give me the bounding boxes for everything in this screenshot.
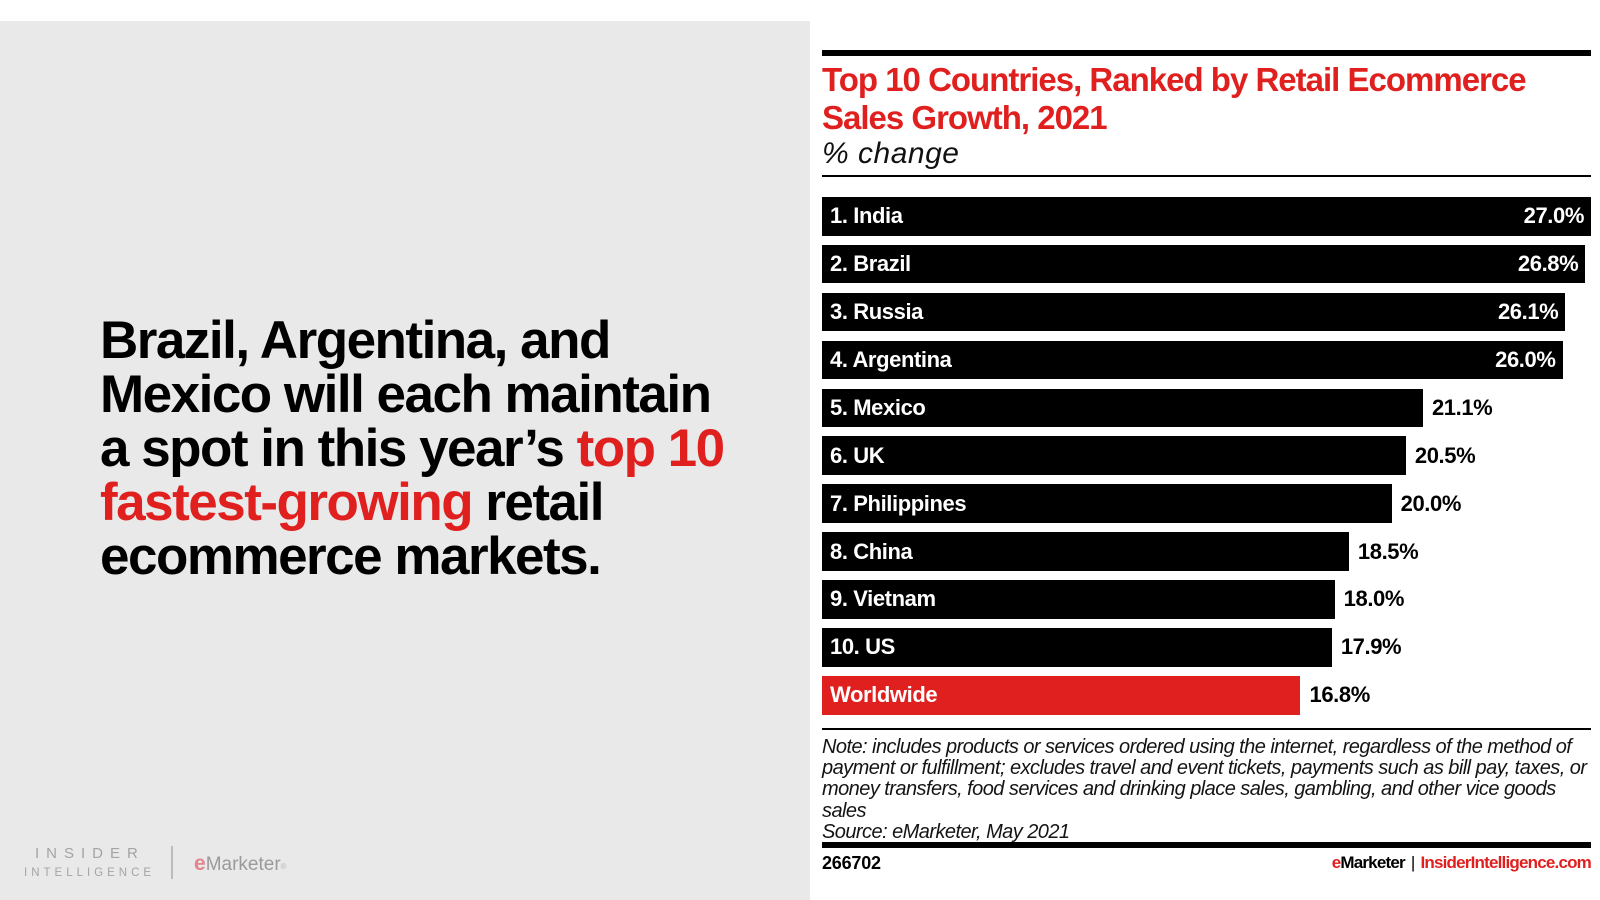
- bar-row: 4. Argentina 26.0%: [822, 340, 1591, 380]
- bar-row: 18.0% 9. Vietnam: [822, 580, 1591, 619]
- bar-row: 1. India 27.0%: [822, 197, 1591, 236]
- emarketer-logo-rest: Marketer: [205, 854, 281, 875]
- bar-row: 18.5% 8. China: [822, 532, 1591, 571]
- bar-value-label: 18.5%: [1357, 538, 1419, 564]
- source-line: Source: eMarketer, May 2021: [822, 820, 1070, 843]
- headline-segment: Mexico will each maintain: [100, 365, 712, 424]
- bar-value-label: 26.0%: [1495, 346, 1556, 372]
- logo-divider: [171, 846, 173, 879]
- bar: 9. Vietnam: [822, 580, 1335, 619]
- chart-top-rule: [822, 50, 1591, 56]
- bar-row: 2. Brazil 26.8%: [822, 244, 1591, 284]
- bar: 1. India 27.0%: [822, 197, 1591, 236]
- bar-category-label: 4. Argentina: [830, 346, 952, 372]
- bar-value-label: 20.0%: [1400, 490, 1462, 516]
- bar-category-label: 3. Russia: [830, 299, 924, 325]
- bar: 2. Brazil 26.8%: [822, 244, 1586, 284]
- emarketer-logo-e: e: [194, 852, 206, 875]
- bar-category-label: 2. Brazil: [830, 251, 911, 277]
- headline-segment-red: fastest-growing: [100, 473, 474, 532]
- footer-rule: [822, 842, 1591, 848]
- bar: 5. Mexico: [822, 388, 1423, 428]
- left-panel: Brazil, Argentina, and Mexico will each m…: [0, 21, 810, 900]
- bar: 3. Russia 26.1%: [822, 292, 1566, 332]
- bar-value-label: 27.0%: [1523, 203, 1585, 229]
- chart-title-line1: Top 10 Countries, Ranked by Retail Ecomm…: [822, 61, 1527, 98]
- headline-segment: ecommerce markets.: [100, 527, 602, 586]
- bar: 8. China: [822, 532, 1349, 571]
- bar-category-label: 9. Vietnam: [830, 586, 936, 612]
- bar-value-label: 21.1%: [1431, 394, 1493, 420]
- bar: Worldwide: [822, 675, 1301, 715]
- chart-subtitle: % change: [822, 137, 960, 170]
- bar-row: 16.8% Worldwide: [822, 675, 1591, 715]
- chart-title-line2: Sales Growth, 2021: [822, 99, 1108, 136]
- registered-mark: ®: [280, 862, 287, 871]
- bar-value-label: 26.1%: [1497, 299, 1559, 325]
- headline-segment-red: top 10: [576, 419, 726, 478]
- headline-segment: a spot in this year’s: [100, 419, 577, 478]
- bar-row: 20.5% 6. UK: [822, 436, 1591, 476]
- bar: 6. UK: [822, 436, 1406, 476]
- headline-line: a spot in this year’s top 10: [100, 422, 790, 476]
- bar-row: 20.0% 7. Philippines: [822, 484, 1591, 523]
- bar-category-label: 7. Philippines: [830, 490, 967, 516]
- note-divider-rule: [822, 728, 1591, 730]
- bar-value-label: 26.8%: [1517, 251, 1579, 277]
- bar-value-label: 20.5%: [1414, 442, 1476, 468]
- note-line: payment or fulfillment; excludes travel …: [822, 757, 1587, 780]
- bar-row: 21.1% 5. Mexico: [822, 388, 1591, 428]
- insider-logo-line1: INSIDER: [35, 845, 145, 862]
- chart-title: Top 10 Countries, Ranked by Retail Ecomm…: [822, 61, 1527, 137]
- note-line: Note: includes products or services orde…: [822, 736, 1572, 758]
- bar-category-label: Worldwide: [830, 682, 938, 708]
- headline: Brazil, Argentina, and Mexico will each m…: [100, 314, 790, 584]
- footer-emarketer-e: e: [1331, 853, 1341, 872]
- emarketer-logo: eMarketer®: [194, 852, 287, 876]
- bar-value-label: 18.0%: [1343, 586, 1405, 612]
- headline-line: Mexico will each maintain: [100, 368, 790, 422]
- bar-category-label: 5. Mexico: [830, 394, 926, 420]
- bar-category-label: 1. India: [830, 203, 903, 229]
- bar-row: 3. Russia 26.1%: [822, 292, 1591, 332]
- bar-category-label: 6. UK: [830, 442, 885, 468]
- insider-logo-line2: INTELLIGENCE: [24, 867, 156, 879]
- bar-category-label: 8. China: [830, 538, 913, 564]
- chart-note: Note: includes products or services orde…: [822, 736, 1587, 843]
- bar: 7. Philippines: [822, 484, 1392, 523]
- headline-line: Brazil, Argentina, and: [100, 314, 790, 368]
- headline-segment: retail: [472, 473, 604, 532]
- bar-value-label: 17.9%: [1340, 634, 1402, 660]
- footer-separator: |: [1410, 853, 1415, 872]
- chart-id: 266702: [822, 853, 881, 873]
- bar-value-label: 16.8%: [1309, 682, 1370, 708]
- note-line: sales: [822, 799, 867, 822]
- bar: 10. US: [822, 628, 1332, 667]
- footer-site-link: InsiderIntelligence.com: [1420, 853, 1591, 872]
- bar: 4. Argentina 26.0%: [822, 340, 1563, 380]
- headline-line: fastest-growing retail: [100, 476, 790, 530]
- headline-line: ecommerce markets.: [100, 530, 790, 584]
- subtitle-divider-rule: [822, 175, 1591, 177]
- bar-chart: 1. India 27.0% 2. Brazil 26.8% 3. Russia 26.1…: [822, 197, 1591, 724]
- note-line: money transfers, food services and drink…: [822, 778, 1556, 801]
- headline-segment: Brazil, Argentina, and: [100, 311, 611, 370]
- footer-emarketer-rest: Marketer: [1340, 853, 1405, 872]
- bar-row: 17.9% 10. US: [822, 628, 1591, 667]
- footer-brand: eMarketer | InsiderIntelligence.com: [1331, 853, 1592, 873]
- bar-category-label: 10. US: [830, 634, 895, 660]
